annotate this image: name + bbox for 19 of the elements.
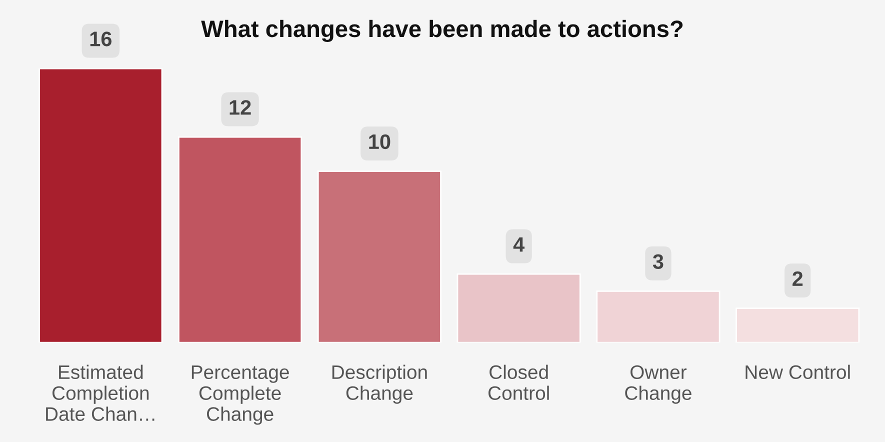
bar [38, 68, 163, 343]
bar [736, 308, 860, 343]
data-label: 4 [513, 237, 525, 252]
x-tick-label: Estimated Completion Date Chan… [46, 364, 154, 421]
bar [317, 170, 442, 343]
x-tick-label: Description Change [332, 364, 427, 404]
bar [596, 290, 720, 343]
data-label: 3 [652, 254, 664, 270]
bar [178, 136, 302, 343]
data-label: 12 [230, 100, 251, 115]
x-tick-label: Closed Control [488, 364, 549, 400]
chart-title: What changes have been made to actions? [201, 20, 683, 42]
bar [456, 273, 581, 343]
x-tick-label: Percentage Complete Change [192, 365, 289, 425]
x-tick-label: New Control [746, 364, 850, 380]
data-label: 2 [792, 271, 803, 286]
data-label: 10 [369, 134, 390, 150]
data-label: 16 [90, 32, 112, 46]
x-tick-label: Owner Change [625, 365, 692, 404]
